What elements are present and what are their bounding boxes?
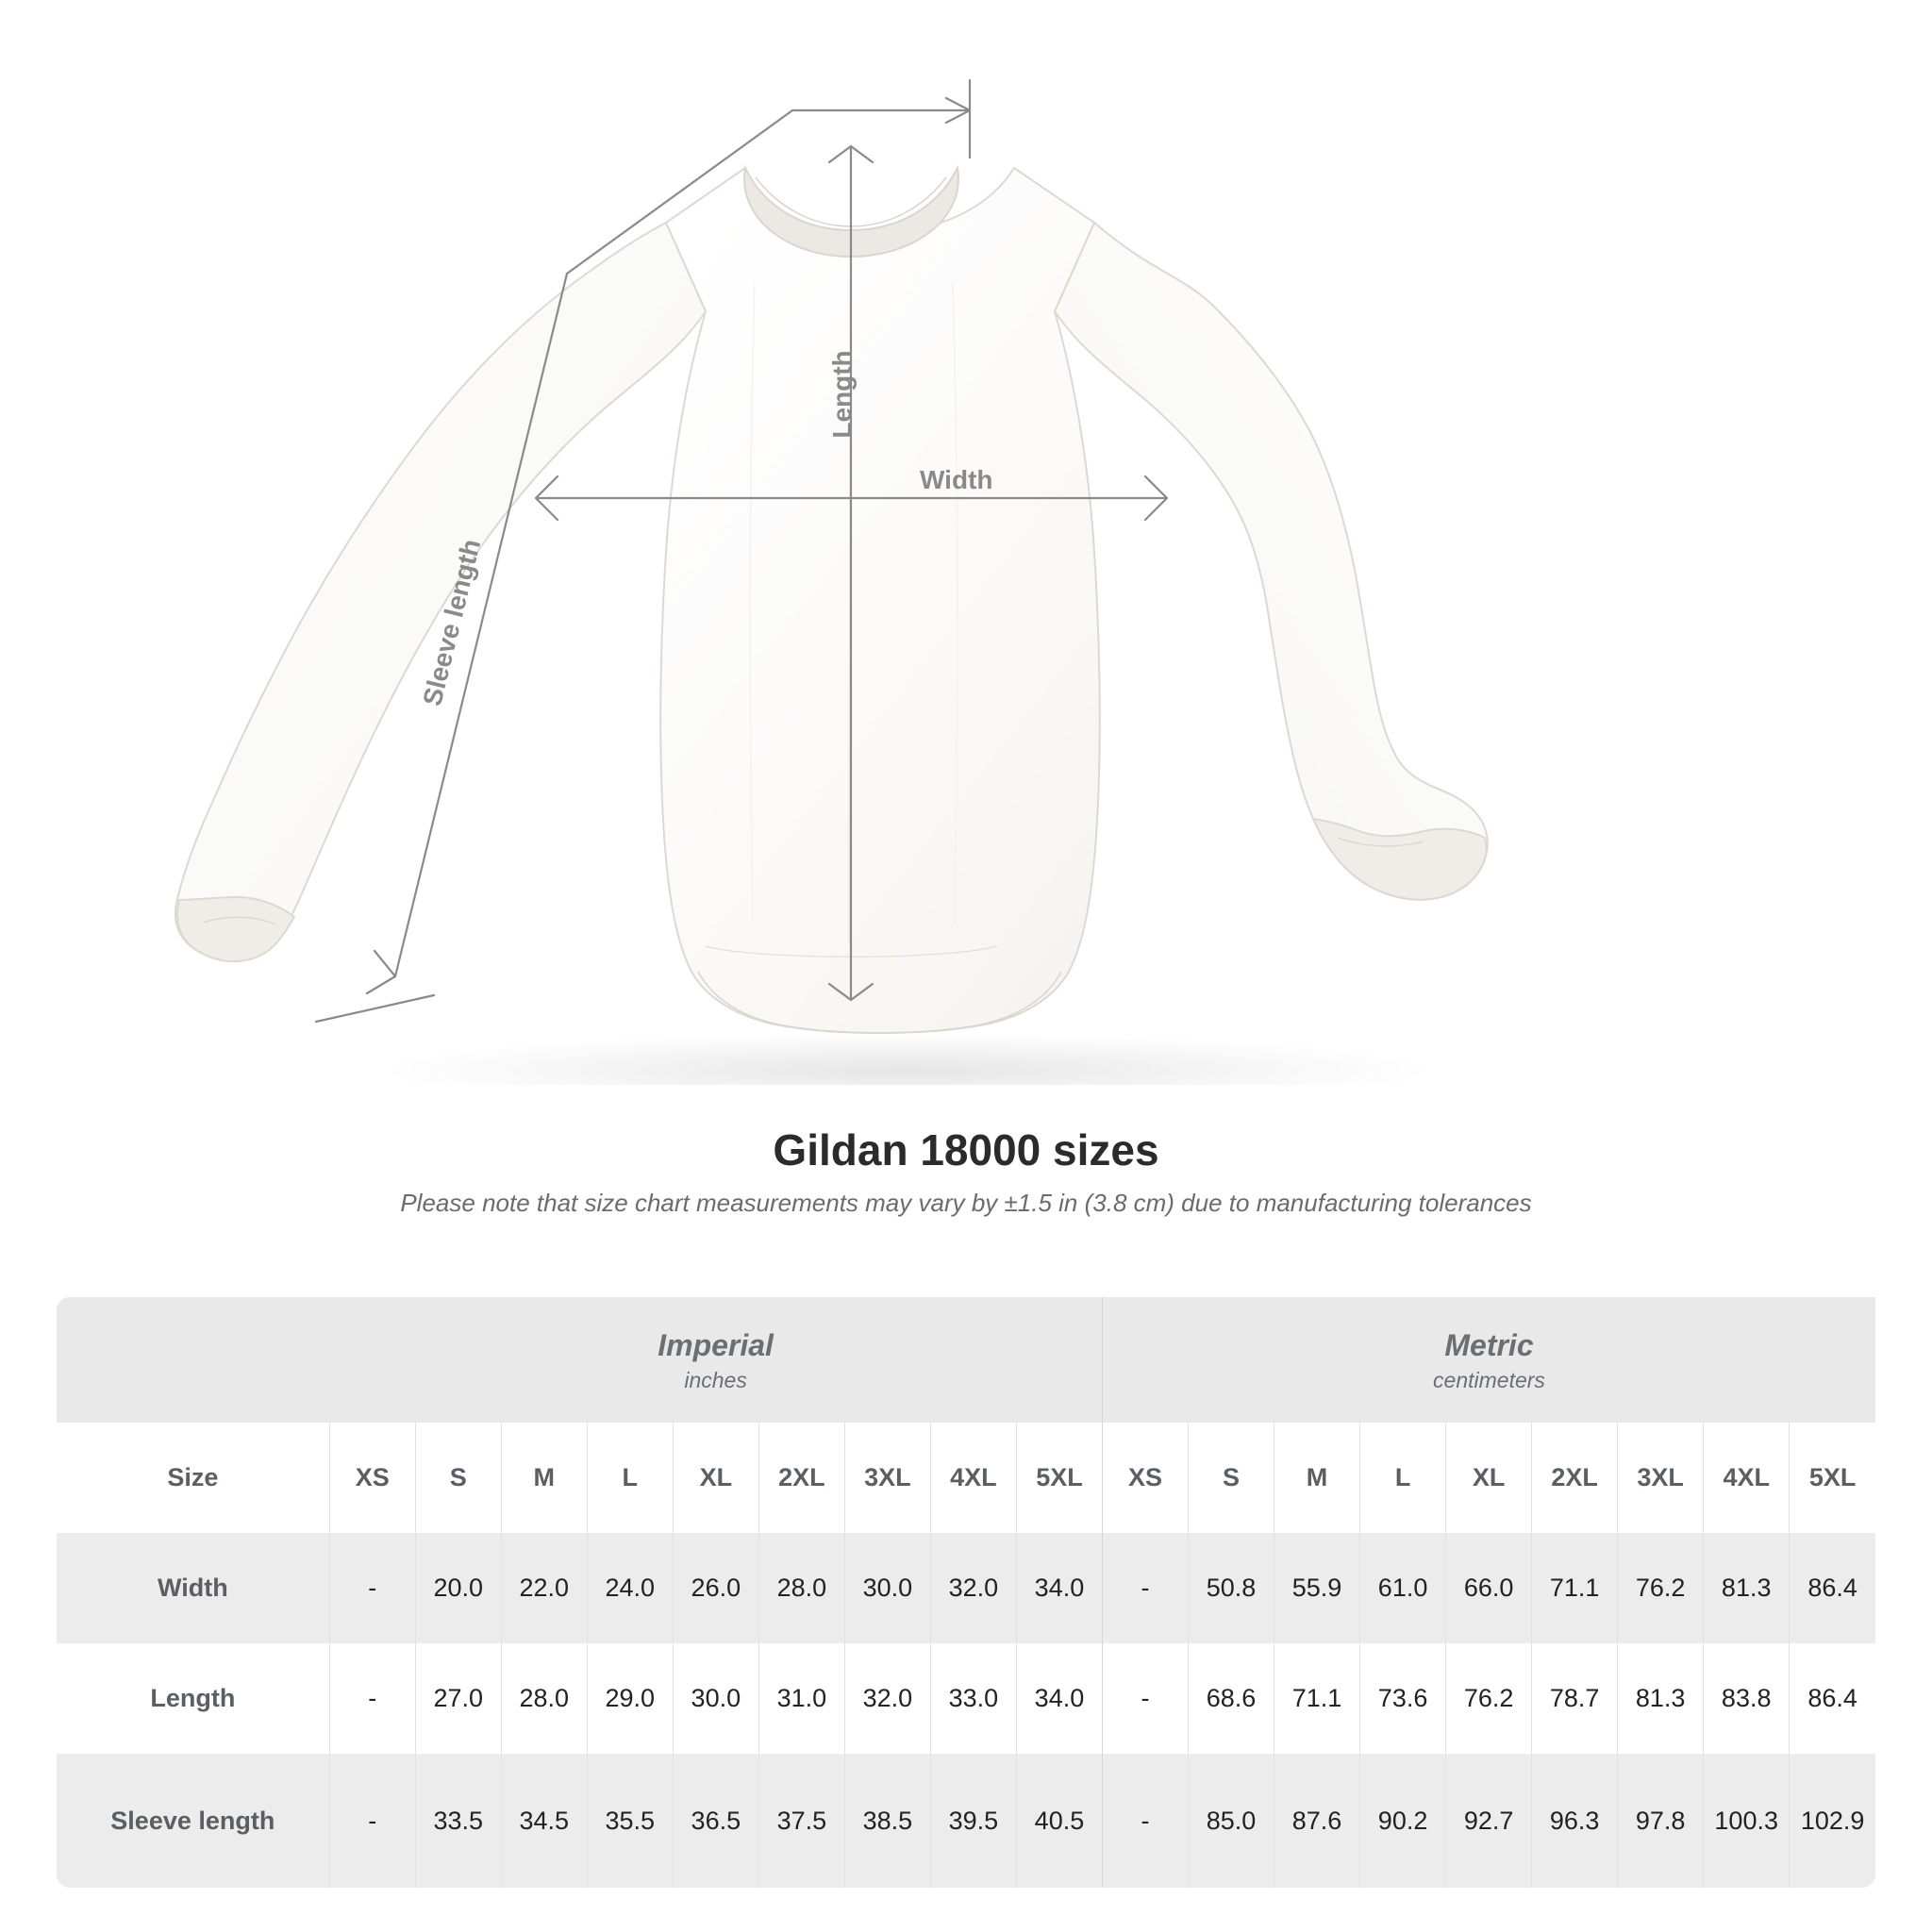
svg-text:Length: Length: [827, 350, 857, 438]
svg-text:Width: Width: [920, 465, 993, 494]
